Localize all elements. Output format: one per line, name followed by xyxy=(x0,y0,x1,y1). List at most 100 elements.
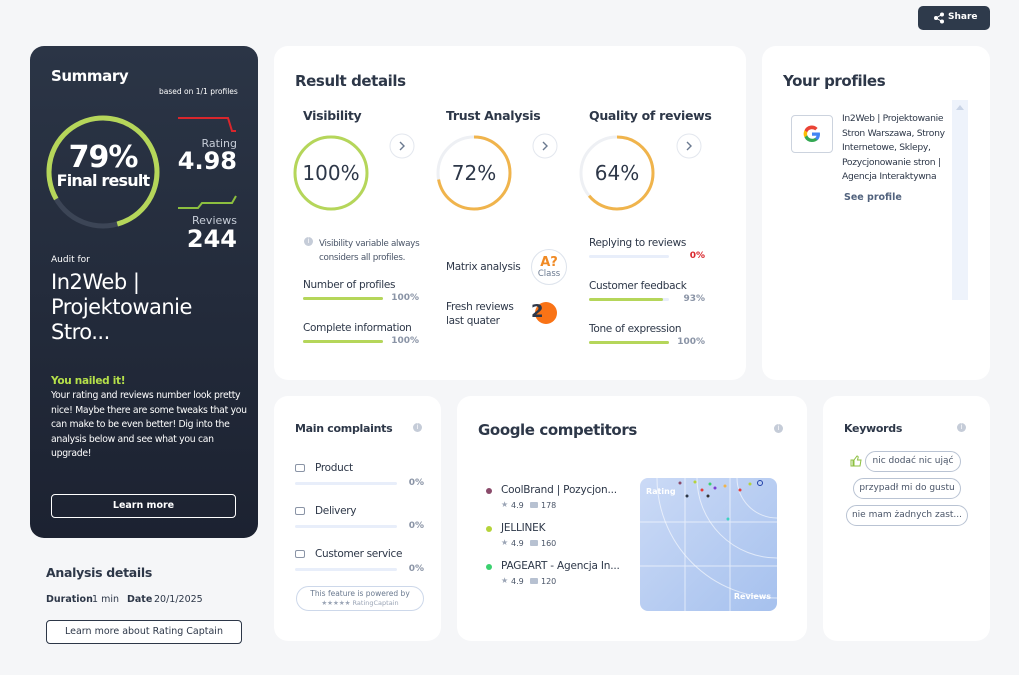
row-percent: 100% xyxy=(391,336,419,346)
star-icon: ★ xyxy=(501,538,509,547)
bar-track xyxy=(295,525,397,528)
based-on: based on 1/1 profiles xyxy=(159,87,238,96)
plot-dots xyxy=(678,480,763,521)
learn-more-button[interactable]: Learn more xyxy=(51,494,236,518)
row-percent: 93% xyxy=(683,294,705,304)
summary-message: Your rating and reviews number look pret… xyxy=(51,390,247,460)
scroll-up xyxy=(956,105,964,110)
graphic xyxy=(640,478,777,611)
powered-brand: ★★★★★ RatingCaptain xyxy=(321,599,399,607)
nailed-title: You nailed it! xyxy=(51,375,126,387)
star-icon: ★ xyxy=(501,500,509,509)
analysis-title: Analysis details xyxy=(46,565,153,580)
graphic xyxy=(696,478,777,559)
score-rings xyxy=(293,135,655,211)
competitor-name: CoolBrand | Pozycjon... xyxy=(501,484,617,496)
column-title: Visibility xyxy=(303,108,362,123)
result-title: Result details xyxy=(295,72,406,90)
competitor-dot xyxy=(486,526,492,532)
graphic xyxy=(532,133,558,159)
graphic xyxy=(693,480,697,484)
keyword-pill: nic dodać nic ująć xyxy=(865,451,961,472)
bar-track xyxy=(303,297,383,300)
row-percent: 100% xyxy=(677,337,705,347)
row-label: Customer feedback xyxy=(589,280,687,292)
graphic xyxy=(706,494,710,498)
graphic xyxy=(178,195,237,209)
profiles-title: Your profiles xyxy=(783,72,886,90)
result-card xyxy=(274,46,746,380)
graphic xyxy=(804,125,818,133)
ring-value: 64% xyxy=(594,161,640,185)
score-label: Final result xyxy=(56,171,151,190)
graphic xyxy=(178,117,236,132)
share-button[interactable]: Share xyxy=(918,6,990,30)
comment-icon xyxy=(530,578,538,584)
ring-arc xyxy=(579,135,655,211)
complaint-icon xyxy=(295,507,305,515)
keyword-pill: nie mam żadnych zast... xyxy=(846,505,968,526)
graphic xyxy=(956,105,964,110)
competitor-rating: 4.9 xyxy=(511,501,524,510)
powered-box: This feature is powered by ★★★★★ RatingC… xyxy=(296,586,424,611)
badge-grade: A? xyxy=(540,255,558,270)
competitor-rating: 4.9 xyxy=(511,539,524,548)
column-title: Quality of reviews xyxy=(589,108,712,123)
graphic xyxy=(723,484,727,488)
keywords-title: Keywords xyxy=(844,422,903,435)
google-icon-box xyxy=(791,115,833,153)
profile-name: In2Web | Projektowanie Stron Warszawa, S… xyxy=(842,113,945,183)
badge-class: Class xyxy=(537,269,561,279)
competitor-rating: 4.9 xyxy=(511,577,524,586)
plot-y-label: Rating xyxy=(646,487,676,496)
see-profile[interactable]: See profile xyxy=(844,192,902,203)
complaint-label: Delivery xyxy=(315,505,357,517)
arrow-button[interactable] xyxy=(676,133,702,159)
info-icon: i xyxy=(304,237,313,246)
graphic xyxy=(676,133,702,159)
complaint-percent: 0% xyxy=(408,564,424,574)
complaint-label: Product xyxy=(315,462,353,474)
thumbs-up-icon xyxy=(850,455,862,467)
competitor-name: JELLINEK xyxy=(501,522,546,534)
bar-fill xyxy=(303,297,383,300)
reviews-value: 244 xyxy=(186,225,237,253)
keyword-pill: przypadł mi do gustu xyxy=(853,478,961,499)
comment-icon xyxy=(530,502,538,508)
competitor-dot xyxy=(486,564,492,570)
graphic xyxy=(812,132,820,141)
info-icon: i xyxy=(957,423,966,432)
row-percent: 100% xyxy=(391,293,419,303)
share-icon xyxy=(934,12,944,24)
graphic xyxy=(686,141,692,151)
ring-value: 100% xyxy=(302,161,360,185)
graphic xyxy=(804,135,818,143)
duration-label: Duration xyxy=(46,594,93,605)
bar-fill xyxy=(589,298,664,301)
bar-fill xyxy=(589,341,669,344)
audit-for: Audit for xyxy=(51,255,90,265)
fresh-label: Fresh reviews last quater xyxy=(446,301,514,327)
bar-track xyxy=(295,482,397,485)
arrow-button[interactable] xyxy=(532,133,558,159)
bar-track xyxy=(589,298,669,301)
score-value: 79% xyxy=(68,140,139,175)
arrow-button[interactable] xyxy=(389,133,415,159)
row-label: Number of profiles xyxy=(303,279,396,291)
rating-captain-button[interactable]: Learn more about Rating Captain xyxy=(46,620,242,644)
matrix-label: Matrix analysis xyxy=(446,261,521,273)
score-arc xyxy=(46,115,160,229)
graphic xyxy=(678,481,682,485)
competitor-reviews: 178 xyxy=(541,501,557,510)
bar-track xyxy=(589,341,669,344)
complaint-icon xyxy=(295,550,305,558)
plot-grid xyxy=(640,478,777,611)
ring-value: 72% xyxy=(451,161,497,185)
graphic xyxy=(850,455,862,467)
plot-x-label: Reviews xyxy=(733,592,771,601)
complaints-title: Main complaints xyxy=(295,422,393,435)
powered-text: This feature is powered by xyxy=(310,589,410,598)
ring-arc xyxy=(293,135,369,211)
score-ring xyxy=(46,115,160,229)
graphic xyxy=(542,141,548,151)
